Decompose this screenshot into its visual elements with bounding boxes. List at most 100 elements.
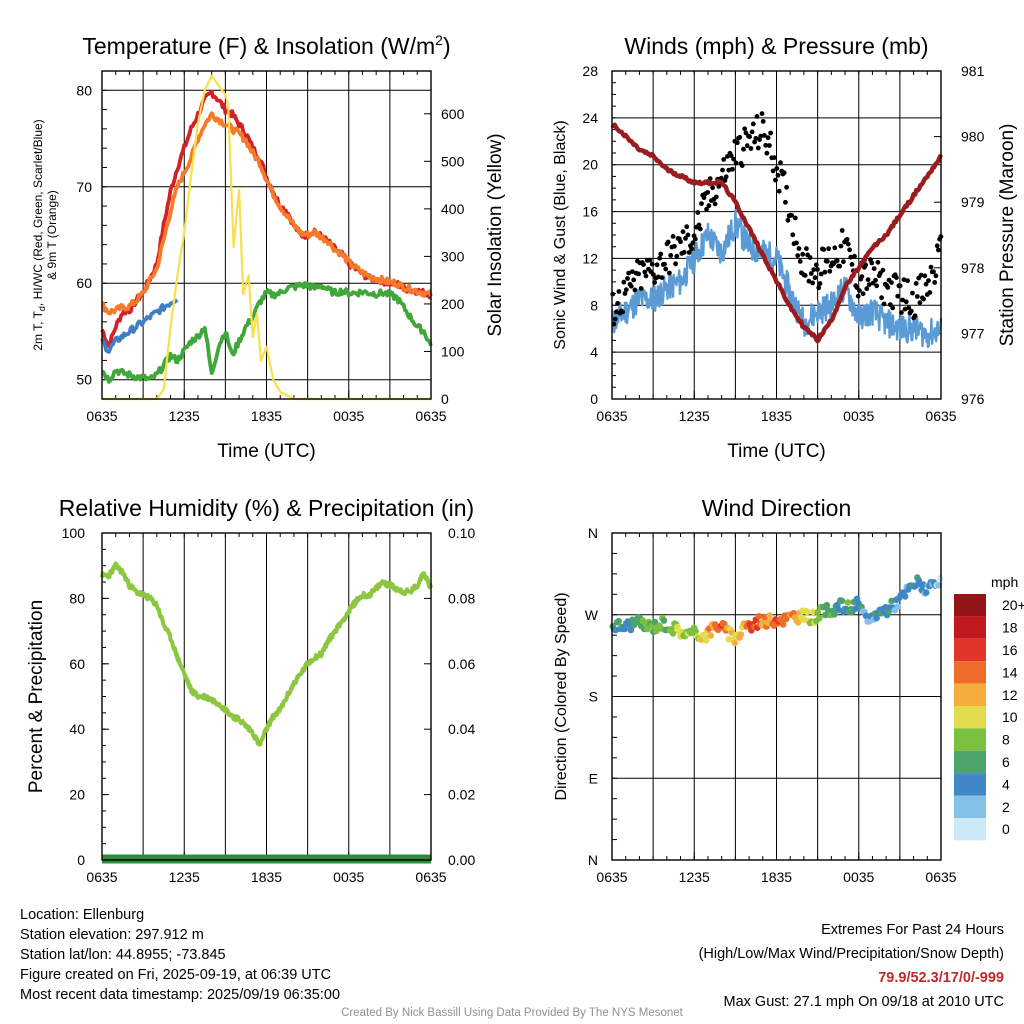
y-right-tick-label: 100 bbox=[441, 343, 465, 359]
x-tick-label: 1235 bbox=[679, 869, 710, 885]
gust-point bbox=[701, 195, 707, 201]
gust-point bbox=[612, 316, 618, 322]
gust-point bbox=[841, 259, 846, 265]
y-right-tick-label: 600 bbox=[441, 106, 465, 122]
gust-point bbox=[813, 262, 819, 268]
x-tick-label: 0635 bbox=[596, 408, 627, 424]
gust-point bbox=[784, 184, 789, 190]
series-9m-t bbox=[101, 111, 433, 316]
colorbar-swatch bbox=[954, 683, 986, 706]
gust-point bbox=[778, 160, 783, 166]
y-right-tick-label: 200 bbox=[441, 296, 465, 312]
direction-point bbox=[935, 582, 942, 589]
colorbar-label: 8 bbox=[1002, 732, 1010, 748]
direction-point bbox=[651, 618, 659, 626]
gust-point bbox=[822, 269, 828, 275]
y-tick-label: 80 bbox=[69, 590, 85, 606]
y-right-tick-label: 976 bbox=[961, 391, 985, 407]
plot-frame bbox=[101, 532, 432, 861]
colorbar-swatch bbox=[954, 594, 986, 617]
y-tick-label: E bbox=[589, 770, 598, 786]
gust-point bbox=[894, 275, 899, 280]
x-tick-label: 0035 bbox=[843, 869, 874, 885]
y-right-tick-label: 0 bbox=[441, 391, 449, 407]
series-sonic-wind bbox=[610, 208, 943, 349]
gust-point bbox=[864, 286, 870, 292]
gust-point bbox=[775, 172, 781, 178]
gust-point bbox=[730, 166, 735, 172]
direction-point bbox=[660, 617, 668, 624]
colorbar-label: 16 bbox=[1002, 642, 1018, 658]
colorbar-unit: mph bbox=[991, 574, 1018, 590]
gust-point bbox=[649, 261, 655, 267]
humidity-precipitation-panel: 0635 1235 1835 0035 0635 Relative Humidity (%… bbox=[26, 495, 475, 885]
gust-point bbox=[825, 258, 830, 264]
gust-point bbox=[865, 277, 871, 283]
colorbar-label: 12 bbox=[1002, 687, 1018, 703]
gust-point bbox=[734, 140, 740, 146]
y-tick-label: 100 bbox=[62, 525, 86, 541]
gust-point bbox=[712, 201, 718, 207]
gust-point bbox=[739, 163, 745, 169]
gust-point bbox=[847, 247, 852, 253]
y-right-tick-label: 0.06 bbox=[448, 656, 475, 672]
extremes-subtitle: (High/Low/Max Wind/Precipitation/Snow De… bbox=[698, 946, 1004, 962]
y-tick-label: N bbox=[588, 852, 598, 868]
y-tick-label: 20 bbox=[69, 787, 85, 803]
gust-point bbox=[895, 293, 901, 299]
gust-point bbox=[681, 249, 687, 255]
gust-point bbox=[744, 143, 750, 149]
y-axis-label: 2m T, Td, HI/WC (Red, Green, Scarlet/Blu… bbox=[31, 119, 47, 350]
gust-point bbox=[680, 229, 686, 235]
direction-point bbox=[779, 621, 787, 628]
gust-point bbox=[774, 166, 780, 171]
gust-point bbox=[632, 287, 638, 293]
gust-point bbox=[657, 255, 662, 261]
gust-point bbox=[811, 267, 817, 272]
gust-point bbox=[905, 278, 910, 284]
x-tick-label: 0635 bbox=[86, 869, 117, 885]
gust-point bbox=[710, 185, 715, 191]
plot-frame bbox=[611, 532, 942, 861]
gust-point bbox=[906, 305, 912, 311]
gust-point bbox=[762, 133, 767, 138]
x-tick-label: 0635 bbox=[596, 869, 627, 885]
gust-point bbox=[641, 262, 646, 267]
colorbar-label: 4 bbox=[1002, 776, 1010, 792]
y-right-tick-label: 978 bbox=[961, 260, 985, 276]
direction-point bbox=[923, 589, 930, 596]
gust-point bbox=[689, 246, 694, 252]
y-axis-label: Direction (Colored By Speed) bbox=[553, 592, 570, 800]
y-tick-label: 0 bbox=[590, 391, 598, 407]
gust-point bbox=[859, 274, 865, 279]
gust-point bbox=[804, 246, 809, 252]
direction-point bbox=[894, 603, 901, 610]
y-right-tick-label: 0.10 bbox=[448, 525, 475, 541]
gust-point bbox=[771, 155, 777, 161]
gust-point bbox=[885, 285, 891, 290]
gust-point bbox=[848, 254, 854, 260]
gust-point bbox=[759, 111, 765, 116]
y-right-tick-label: 400 bbox=[441, 201, 465, 217]
gust-point bbox=[614, 309, 619, 315]
gust-point bbox=[684, 224, 690, 230]
gust-point bbox=[699, 201, 704, 207]
gust-point bbox=[815, 267, 820, 272]
gust-point bbox=[753, 135, 759, 141]
y-axis-label-line2: & 9m T (Orange) bbox=[45, 190, 59, 280]
gust-point bbox=[910, 290, 915, 296]
gust-point bbox=[913, 281, 919, 286]
gust-point bbox=[686, 250, 692, 255]
y-right-axis-label: Station Pressure (Maroon) bbox=[997, 124, 1018, 347]
gust-point bbox=[796, 246, 802, 251]
direction-point bbox=[669, 630, 677, 637]
gust-point bbox=[674, 253, 680, 259]
gust-point bbox=[722, 178, 728, 183]
gust-point bbox=[887, 302, 893, 307]
gust-point bbox=[866, 282, 872, 287]
gust-point bbox=[747, 134, 752, 140]
x-tick-label: 0635 bbox=[925, 869, 956, 885]
gust-point bbox=[934, 243, 940, 249]
gust-point bbox=[665, 239, 671, 245]
gust-point bbox=[818, 271, 824, 277]
